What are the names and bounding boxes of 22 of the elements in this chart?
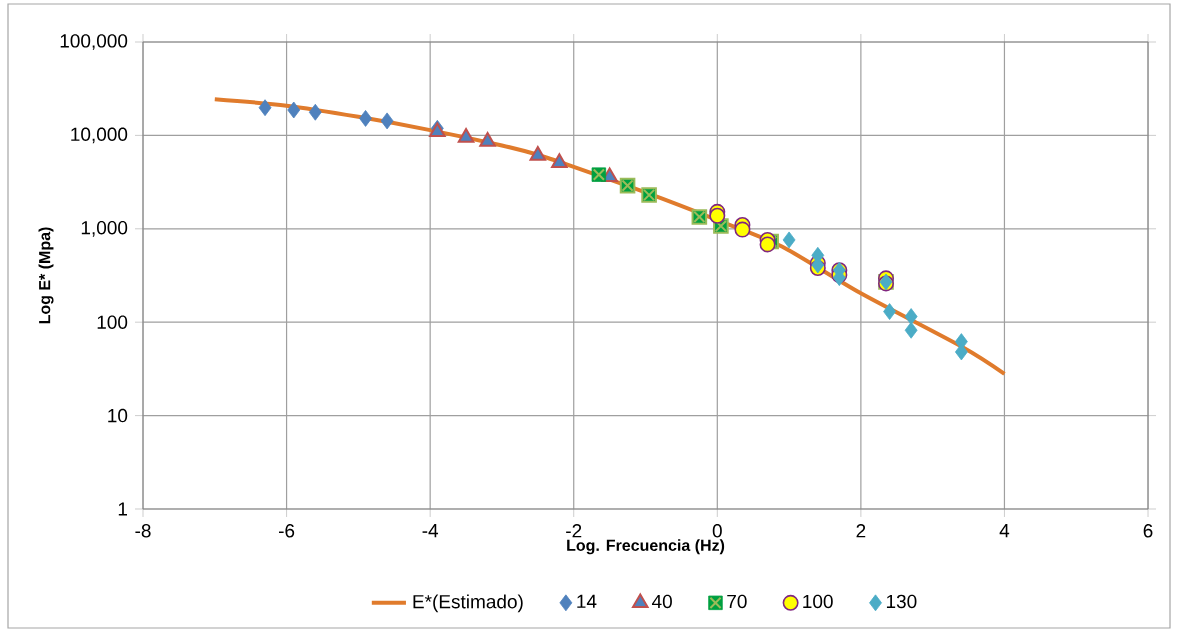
y-tick-label: 1,000 xyxy=(81,220,128,237)
x-tick-label: 4 xyxy=(999,524,1010,538)
y-tick-label: 10 xyxy=(108,408,128,423)
x-tick-label: -8 xyxy=(135,524,151,538)
y-tick-label: 1 xyxy=(118,502,127,516)
x-tick-label: -6 xyxy=(278,524,295,538)
x-tick-label: 6 xyxy=(1143,524,1153,538)
legend-label: E*(Estimado) xyxy=(413,594,523,613)
x-tick-label: 2 xyxy=(856,524,866,538)
x-axis-title: Log. Frecuencia (Hz) xyxy=(567,539,725,555)
y-tick-label: 100,000 xyxy=(60,34,128,50)
y-axis-title: Log E* (Mpa) xyxy=(38,227,54,324)
y-tick-label: 100 xyxy=(97,315,128,329)
legend-label: 130 xyxy=(886,594,917,609)
x-tick-label: -4 xyxy=(422,524,439,538)
x-tick-label: 0 xyxy=(712,524,722,538)
legend-label: 100 xyxy=(803,594,833,609)
legend-label: 40 xyxy=(651,594,672,609)
y-tick-label: 10,000 xyxy=(71,127,128,144)
x-tick-label: -2 xyxy=(566,524,582,538)
legend-label: 14 xyxy=(577,594,597,608)
legend-label: 70 xyxy=(727,594,747,609)
